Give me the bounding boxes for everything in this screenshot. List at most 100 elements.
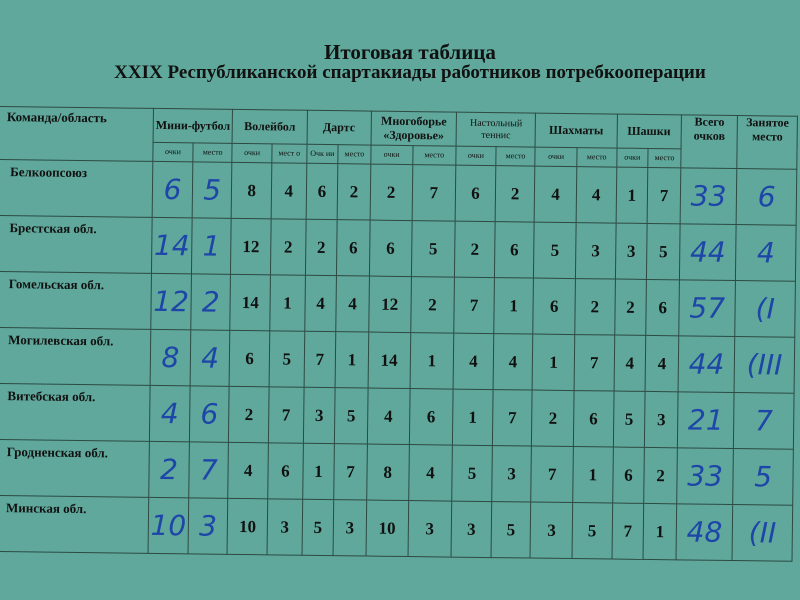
sport-place: 4 bbox=[335, 275, 370, 333]
sport-place: 1 bbox=[335, 331, 369, 389]
table-row: Витебская обл. 4 6 2 7 3 5 4 6 1 7 2 6 5 3 21 7 bbox=[0, 383, 795, 450]
sport-points: 4 bbox=[367, 388, 410, 445]
sport-place: 7 bbox=[492, 389, 533, 447]
sport-points: 4 bbox=[534, 166, 577, 223]
sport-points: 1 bbox=[615, 167, 649, 224]
sport-place: 7 bbox=[268, 386, 304, 444]
team-name: Белкоопсоюз bbox=[0, 159, 153, 218]
sport-place: 4 bbox=[645, 335, 679, 392]
sport-place: 1 bbox=[493, 277, 534, 335]
final-place: (III bbox=[734, 336, 795, 394]
subheader-points: очки bbox=[232, 143, 273, 163]
mini-football-points: 12 bbox=[150, 273, 192, 330]
header-sport: Волейбол bbox=[232, 109, 308, 145]
mini-football-points: 14 bbox=[151, 217, 193, 274]
subheader-points: очки bbox=[616, 148, 649, 168]
sport-points: 2 bbox=[454, 221, 495, 278]
sport-place: 2 bbox=[337, 163, 371, 221]
sport-place: 7 bbox=[574, 334, 615, 392]
total-points: 33 bbox=[676, 447, 734, 505]
table-row: Минская обл. 10 3 10 3 5 3 10 3 3 5 3 5 7 1 48 (II bbox=[0, 495, 793, 562]
sport-points: 3 bbox=[615, 223, 648, 280]
sport-place: 1 bbox=[643, 503, 677, 560]
final-place: 4 bbox=[735, 224, 797, 282]
sport-place: 5 bbox=[490, 501, 532, 559]
sport-points: 2 bbox=[305, 219, 338, 276]
sport-points: 12 bbox=[368, 276, 411, 333]
sport-points: 2 bbox=[614, 279, 647, 336]
mini-football-place: 3 bbox=[187, 497, 229, 555]
sport-points: 6 bbox=[455, 165, 496, 222]
sport-points: 3 bbox=[303, 387, 336, 444]
sport-place: 4 bbox=[576, 166, 617, 224]
total-points: 44 bbox=[678, 335, 736, 393]
sport-points: 4 bbox=[228, 442, 269, 499]
final-place: 7 bbox=[733, 392, 795, 450]
sport-points: 6 bbox=[305, 163, 338, 220]
sport-place: 3 bbox=[644, 391, 679, 448]
sport-points: 6 bbox=[369, 220, 412, 277]
table-row: Могилевская обл. 8 4 6 5 7 1 14 1 4 4 1 7 4 4 44 (III bbox=[0, 327, 795, 394]
subheader-points: очки bbox=[152, 142, 194, 162]
results-table: Команда/область Мини-футбол Волейбол Дар… bbox=[0, 106, 798, 562]
subheader-points: Очк ии bbox=[306, 144, 339, 164]
table-row: Гомельская обл. 12 2 14 1 4 4 12 2 7 1 6 2 2 6 57 (I bbox=[0, 271, 796, 338]
team-name: Витебская обл. bbox=[0, 383, 151, 442]
team-name: Могилевская обл. bbox=[0, 327, 151, 386]
header-sport: Дартс bbox=[306, 110, 372, 146]
sport-place: 3 bbox=[267, 498, 303, 556]
mini-football-place: 2 bbox=[190, 273, 231, 331]
sport-points: 4 bbox=[453, 333, 494, 390]
subheader-place: место bbox=[576, 147, 617, 168]
sport-points: 5 bbox=[533, 222, 577, 279]
total-points: 21 bbox=[677, 391, 735, 449]
sport-points: 3 bbox=[451, 501, 492, 558]
table-row: Гродненская обл. 2 7 4 6 1 7 8 4 5 3 7 1 6 2 33 5 bbox=[0, 439, 794, 506]
document-subtitle: XXIX Республиканской спартакиады работни… bbox=[114, 62, 706, 83]
sport-points: 1 bbox=[452, 389, 493, 446]
sport-place: 6 bbox=[267, 442, 304, 500]
sport-points: 5 bbox=[301, 499, 334, 556]
sport-points: 14 bbox=[230, 274, 271, 331]
total-points: 48 bbox=[675, 503, 734, 561]
sport-place: 1 bbox=[409, 332, 454, 390]
sport-place: 6 bbox=[494, 221, 535, 279]
sport-place: 5 bbox=[334, 387, 368, 445]
sport-points: 8 bbox=[231, 162, 272, 219]
mini-football-points: 8 bbox=[150, 329, 191, 386]
sport-points: 14 bbox=[367, 332, 411, 389]
sport-place: 2 bbox=[494, 165, 536, 223]
final-place: 5 bbox=[733, 448, 794, 506]
subheader-place: место bbox=[412, 145, 457, 166]
sport-points: 2 bbox=[531, 390, 575, 447]
mini-football-points: 6 bbox=[152, 161, 193, 218]
table-row: Белкоопсоюз 6 5 8 4 6 2 2 7 6 2 4 4 1 7 33 6 bbox=[0, 159, 797, 226]
sport-place: 7 bbox=[411, 164, 457, 222]
subheader-place: место bbox=[648, 148, 681, 168]
team-name: Брестская обл. bbox=[0, 215, 153, 274]
sport-place: 4 bbox=[492, 333, 534, 391]
sport-points: 1 bbox=[302, 443, 335, 500]
sport-place: 3 bbox=[491, 445, 532, 503]
sport-points: 2 bbox=[228, 386, 270, 443]
sport-place: 4 bbox=[408, 444, 453, 502]
sport-place: 2 bbox=[643, 447, 678, 504]
sport-place: 3 bbox=[333, 499, 367, 557]
sport-place: 2 bbox=[410, 276, 455, 334]
final-place: 6 bbox=[736, 168, 797, 226]
sport-place: 3 bbox=[575, 222, 616, 280]
subheader-place: место bbox=[495, 146, 536, 167]
total-points: 33 bbox=[680, 167, 738, 225]
sport-points: 7 bbox=[303, 331, 336, 388]
sport-points: 10 bbox=[365, 500, 409, 557]
sport-place: 5 bbox=[410, 220, 456, 278]
mini-football-points: 2 bbox=[148, 441, 190, 498]
sport-points: 7 bbox=[611, 503, 644, 560]
total-points: 44 bbox=[679, 223, 737, 281]
sport-place: 5 bbox=[269, 330, 305, 388]
sport-place: 6 bbox=[336, 219, 370, 277]
sport-place: 7 bbox=[647, 167, 681, 224]
sport-place: 1 bbox=[269, 274, 306, 332]
header-sport: Многоборье «Здоровье» bbox=[370, 111, 457, 147]
team-name: Гомельская обл. bbox=[0, 271, 152, 330]
